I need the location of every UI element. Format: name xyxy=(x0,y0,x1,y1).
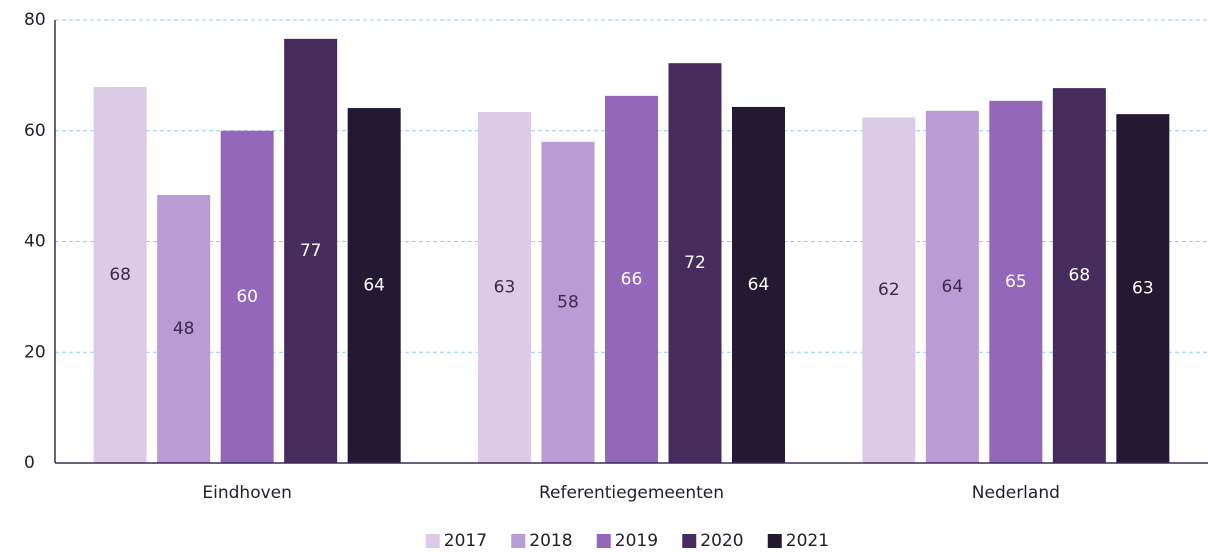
bar xyxy=(220,130,274,463)
y-tick-label: 80 xyxy=(24,10,46,30)
x-tick-label: Nederland xyxy=(972,483,1060,503)
bar xyxy=(284,38,338,463)
legend-swatch xyxy=(596,534,611,548)
bar xyxy=(732,106,785,463)
legend-label: 2020 xyxy=(700,531,743,551)
legend-swatch xyxy=(511,534,526,548)
legend-label: 2017 xyxy=(444,531,487,551)
legend-label: 2019 xyxy=(615,531,658,551)
bar xyxy=(989,100,1043,463)
data-label: 48 xyxy=(173,319,195,339)
legend-label: 2021 xyxy=(786,531,829,551)
data-label: 63 xyxy=(1132,279,1154,299)
bar xyxy=(541,141,595,463)
y-tick-label: 20 xyxy=(24,342,46,362)
bar xyxy=(605,95,658,464)
y-tick-label: 0 xyxy=(24,453,35,473)
bar xyxy=(1116,114,1170,463)
y-tick-label: 60 xyxy=(24,121,46,141)
data-label: 68 xyxy=(109,265,131,285)
legend-swatch xyxy=(425,534,440,548)
x-tick-label: Eindhoven xyxy=(202,483,292,503)
legend-label: 2018 xyxy=(529,531,572,551)
bar xyxy=(93,87,147,463)
data-label: 65 xyxy=(1005,272,1027,292)
data-label: 68 xyxy=(1069,266,1091,286)
legend-swatch xyxy=(682,534,697,548)
data-label: 77 xyxy=(300,241,322,261)
data-label: 62 xyxy=(878,280,900,300)
data-label: 64 xyxy=(363,276,385,296)
data-label: 64 xyxy=(942,277,964,297)
bar xyxy=(1052,88,1106,463)
bar xyxy=(157,194,211,464)
bar xyxy=(668,63,722,463)
bar xyxy=(478,111,531,464)
legend-swatch xyxy=(767,534,782,548)
data-label: 66 xyxy=(621,269,643,289)
data-label: 60 xyxy=(236,287,258,307)
x-tick-label: Referentiegemeenten xyxy=(539,483,724,503)
data-label: 64 xyxy=(748,275,770,295)
bar xyxy=(862,117,916,464)
data-label: 63 xyxy=(494,277,516,297)
data-label: 72 xyxy=(684,253,706,273)
bar xyxy=(347,108,401,463)
bar xyxy=(925,110,979,463)
y-tick-label: 40 xyxy=(24,232,46,252)
data-label: 58 xyxy=(557,292,579,312)
